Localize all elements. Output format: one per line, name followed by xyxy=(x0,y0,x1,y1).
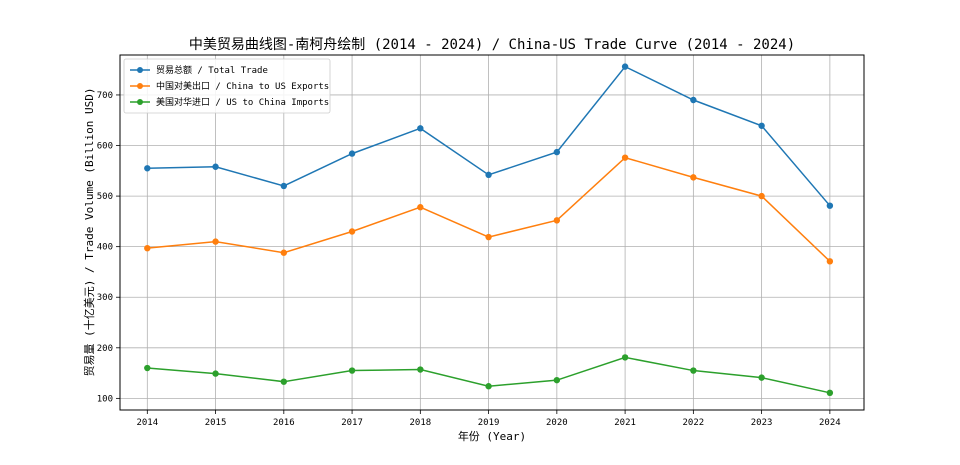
x-axis-label: 年份 (Year) xyxy=(458,429,526,443)
data-point xyxy=(553,217,561,224)
legend-marker xyxy=(137,67,143,73)
legend-item: 中国对美出口 / China to US Exports xyxy=(130,80,329,92)
series-layer xyxy=(144,63,834,397)
data-point xyxy=(348,228,356,235)
data-point xyxy=(826,202,834,209)
x-tick-label: 2023 xyxy=(751,418,773,428)
data-point xyxy=(621,354,629,361)
data-point xyxy=(553,376,561,384)
data-point xyxy=(348,367,356,374)
data-point xyxy=(212,370,219,377)
data-point xyxy=(144,165,151,172)
y-axis: 100 200 300 400 500 600 700 xyxy=(97,91,120,404)
data-point xyxy=(621,63,629,70)
data-point xyxy=(690,367,697,374)
data-point xyxy=(280,378,288,385)
y-tick-label: 200 xyxy=(97,344,113,354)
data-point xyxy=(826,258,834,265)
data-point xyxy=(690,96,697,104)
legend-marker xyxy=(137,99,143,105)
series-2 xyxy=(144,154,834,265)
data-point xyxy=(485,383,492,390)
x-tick-label: 2017 xyxy=(341,418,363,428)
data-point xyxy=(348,150,356,157)
legend-item: 贸易总额 / Total Trade xyxy=(130,64,268,76)
data-point xyxy=(553,148,561,156)
x-tick-label: 2018 xyxy=(409,418,431,428)
legend-label: 美国对华进口 / US to China Imports xyxy=(156,96,329,108)
legend-item: 美国对华进口 / US to China Imports xyxy=(130,96,329,108)
data-point xyxy=(485,171,492,179)
y-tick-label: 600 xyxy=(97,142,113,152)
plot-frame xyxy=(119,54,865,411)
data-point xyxy=(417,125,424,132)
y-tick-label: 100 xyxy=(97,394,113,404)
data-point xyxy=(280,182,288,190)
x-tick-label: 2021 xyxy=(614,418,636,428)
data-point xyxy=(621,154,629,161)
x-axis: 2014 2015 2016 2017 2018 2019 2020 2021 2022 2023… xyxy=(136,410,841,428)
data-point xyxy=(485,233,492,241)
y-tick-label: 400 xyxy=(97,243,113,253)
legend-box xyxy=(123,58,331,114)
y-axis-label: 贸易量 (十亿美元) / Trade Volume (Billion USD) xyxy=(82,88,96,377)
data-point xyxy=(758,374,765,381)
legend-marker xyxy=(137,83,143,89)
series-1 xyxy=(144,63,834,209)
y-tick-label: 300 xyxy=(97,293,113,303)
chart-title: 中美贸易曲线图-南柯舟绘制 (2014 - 2024) / China-US T… xyxy=(189,37,795,53)
data-point xyxy=(212,163,219,170)
x-tick-label: 2015 xyxy=(205,418,227,428)
grid xyxy=(120,55,864,410)
data-point xyxy=(144,364,151,372)
data-point xyxy=(758,122,765,129)
series-3 xyxy=(144,354,834,397)
data-point xyxy=(212,238,219,245)
data-point xyxy=(417,204,424,211)
legend-label: 贸易总额 / Total Trade xyxy=(156,64,268,76)
x-tick-label: 2020 xyxy=(546,418,568,428)
legend-label: 中国对美出口 / China to US Exports xyxy=(156,80,329,92)
data-point xyxy=(144,244,151,252)
y-tick-label: 700 xyxy=(97,91,113,101)
x-tick-label: 2024 xyxy=(819,418,841,428)
x-tick-label: 2014 xyxy=(136,418,158,428)
x-tick-label: 2016 xyxy=(273,418,295,428)
data-point xyxy=(280,249,288,256)
data-point xyxy=(417,366,424,373)
data-point xyxy=(758,192,765,200)
data-point xyxy=(690,174,697,181)
x-tick-label: 2019 xyxy=(478,418,500,428)
x-tick-label: 2022 xyxy=(683,418,705,428)
legend: 贸易总额 / Total Trade 中国对美出口 / China to US E… xyxy=(123,58,331,114)
y-tick-label: 500 xyxy=(97,192,113,202)
data-point xyxy=(826,389,834,397)
